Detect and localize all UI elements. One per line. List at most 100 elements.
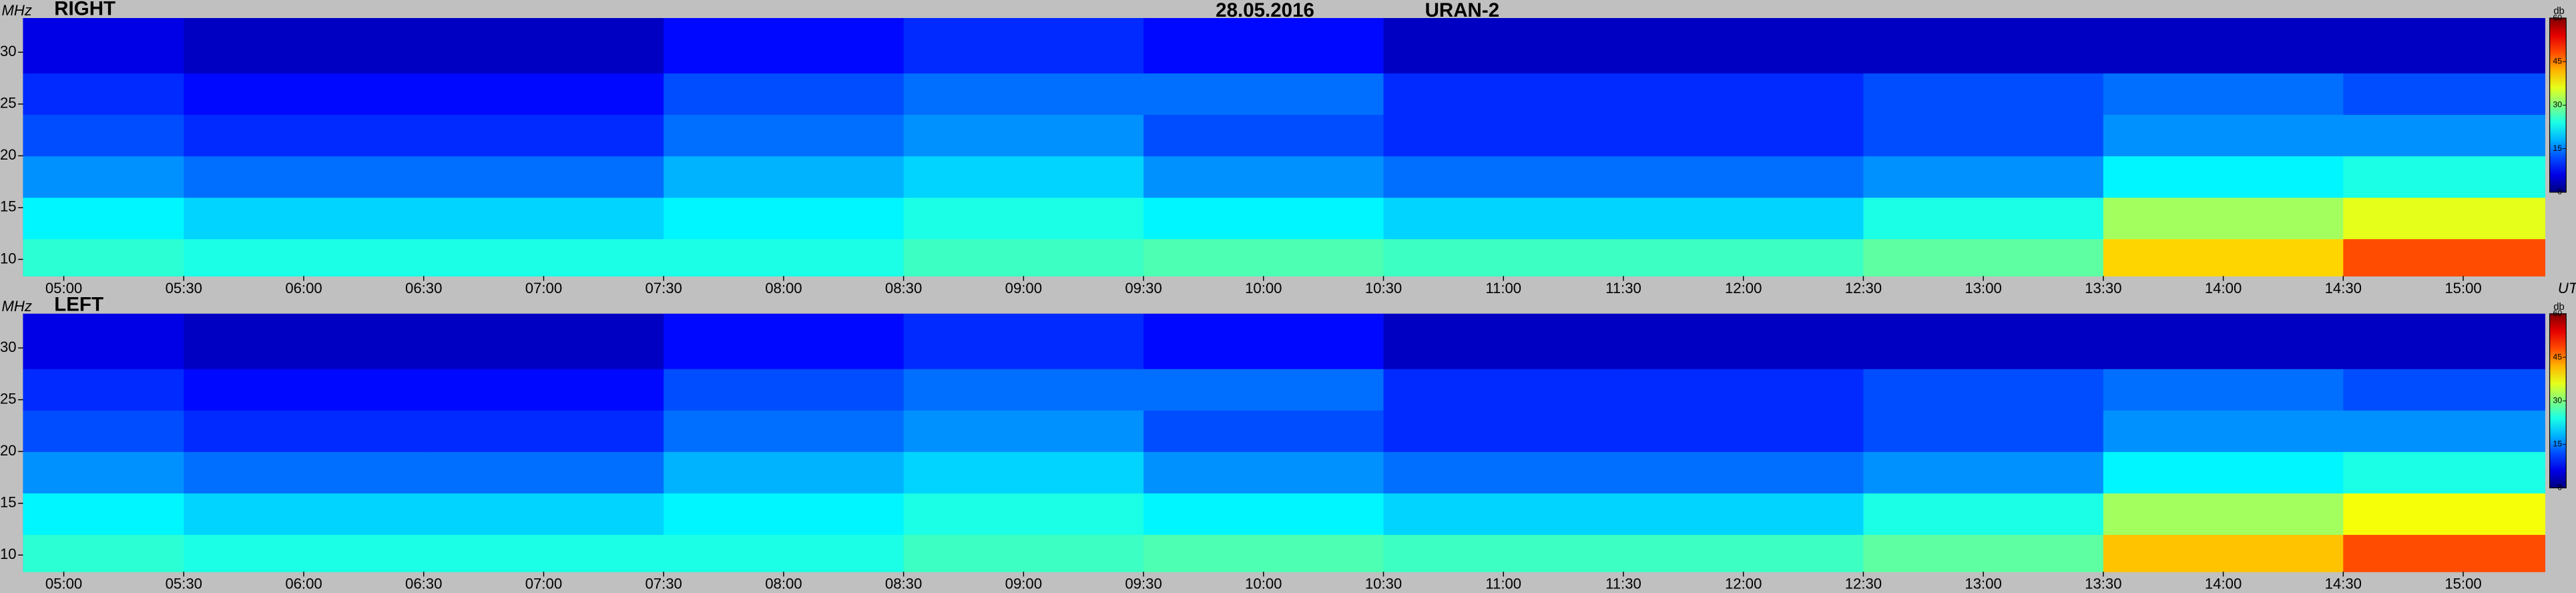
heatmap-cell: [903, 369, 1144, 411]
heatmap-cell: [2343, 197, 2545, 240]
heatmap-cell: [1863, 369, 2104, 411]
heatmap-cell: [1863, 156, 2104, 198]
heatmap-cell: [1383, 197, 1624, 240]
heatmap-cell: [664, 493, 905, 535]
x-tick-label: 13:30: [2085, 280, 2121, 296]
heatmap-cell: [184, 114, 425, 157]
x-tick-label: 13:30: [2085, 576, 2121, 592]
colorbar-tick-label: 45: [2553, 56, 2562, 65]
x-tick-label: 08:30: [885, 576, 922, 592]
heatmap-cell: [23, 156, 185, 198]
x-tick-label: 12:30: [1845, 576, 1882, 592]
x-tick-label: 11:30: [1605, 576, 1641, 592]
y-tick-label: 15: [0, 198, 17, 215]
x-tick-label: 14:30: [2325, 576, 2362, 592]
heatmap-cell: [1383, 493, 1624, 535]
x-tick-label: 06:30: [405, 280, 442, 296]
heatmap-cell: [1143, 410, 1384, 452]
x-axis-label: UT: [2558, 280, 2576, 296]
y-tick-label: 20: [0, 146, 17, 163]
heatmap-cell: [23, 313, 185, 369]
heatmap-cell: [903, 156, 1144, 198]
heatmap-cell: [1143, 369, 1384, 411]
heatmap-cell: [903, 197, 1144, 240]
heatmap-cell: [1623, 369, 1864, 411]
x-tick-label: 12:30: [1845, 280, 1882, 296]
colorbar-label: db: [2553, 302, 2564, 313]
x-tick-label: 11:30: [1605, 280, 1641, 296]
heatmap-cell: [2103, 18, 2344, 73]
heatmap-cell: [184, 156, 425, 198]
heatmap-cell: [184, 534, 425, 572]
heatmap-cell: [1143, 451, 1384, 493]
heatmap-cell: [1863, 114, 2104, 157]
colorbar-tick-label: 60: [2553, 309, 2562, 318]
heatmap-cell: [2343, 493, 2545, 535]
x-tick-label: 07:30: [645, 280, 682, 296]
y-tick-label: 30: [0, 43, 17, 59]
heatmap-cell: [23, 410, 185, 452]
heatmap-cell: [1143, 493, 1384, 535]
heatmap-cell: [1143, 18, 1384, 73]
y-tick-label: 25: [0, 390, 17, 407]
heatmap-cell: [1383, 451, 1624, 493]
heatmap-cell: [664, 18, 905, 73]
heatmap-cell: [1863, 534, 2104, 572]
heatmap-cell: [903, 313, 1144, 369]
heatmap-cell: [1143, 73, 1384, 116]
x-tick-label: 10:30: [1365, 576, 1402, 592]
heatmap-cell: [664, 451, 905, 493]
heatmap-cell: [1383, 73, 1624, 116]
x-tick-label: 05:00: [45, 576, 82, 592]
chart-subtitle: URAN-2: [1425, 0, 1500, 21]
heatmap-cell: [423, 156, 664, 198]
heatmap-cell: [1863, 313, 2104, 369]
heatmap-cell: [1383, 156, 1624, 198]
heatmap-cell: [184, 313, 425, 369]
x-tick-label: 10:30: [1365, 280, 1402, 296]
heatmap-cell: [1623, 114, 1864, 157]
y-tick-label: 30: [0, 339, 17, 355]
heatmap-cell: [1143, 534, 1384, 572]
heatmap-cell: [664, 534, 905, 572]
x-tick-label: 10:00: [1245, 280, 1282, 296]
heatmap-cell: [23, 114, 185, 157]
heatmap-cell: [184, 410, 425, 452]
heatmap-cell: [2343, 238, 2545, 276]
x-tick-label: 09:00: [1005, 576, 1042, 592]
heatmap-cell: [664, 156, 905, 198]
x-tick-label: 15:00: [2444, 576, 2481, 592]
heatmap-cell: [1623, 410, 1864, 452]
heatmap-cell: [23, 534, 185, 572]
heatmap-cell: [2343, 114, 2545, 157]
heatmap-cell: [664, 410, 905, 452]
heatmap-cell: [1863, 493, 2104, 535]
heatmap-cell: [23, 197, 185, 240]
heatmap-cell: [1383, 114, 1624, 157]
heatmap-cell: [184, 451, 425, 493]
heatmap-cell: [2103, 410, 2344, 452]
heatmap-cell: [184, 197, 425, 240]
heatmap-cell: [1623, 156, 1864, 198]
heatmap-cell: [664, 73, 905, 116]
heatmap-cell: [423, 313, 664, 369]
y-tick-label: 25: [0, 95, 17, 112]
x-tick-label: 05:30: [166, 280, 202, 296]
heatmap-cell: [423, 493, 664, 535]
x-tick-label: 07:00: [525, 576, 562, 592]
x-tick-label: 12:00: [1725, 280, 1762, 296]
heatmap-cell: [2343, 410, 2545, 452]
heatmap-cell: [1863, 197, 2104, 240]
x-tick-label: 11:00: [1485, 576, 1521, 592]
heatmap-cell: [2103, 156, 2344, 198]
heatmap-cell: [423, 410, 664, 452]
colorbar-tick-label: 15: [2553, 144, 2562, 153]
x-tick-label: 13:00: [1965, 280, 2001, 296]
heatmap-cell: [1623, 18, 1864, 73]
heatmap-cell: [664, 197, 905, 240]
x-tick-label: 09:30: [1125, 576, 1162, 592]
heatmap-cell: [423, 114, 664, 157]
heatmap-cell: [903, 451, 1144, 493]
heatmap-cell: [1143, 313, 1384, 369]
